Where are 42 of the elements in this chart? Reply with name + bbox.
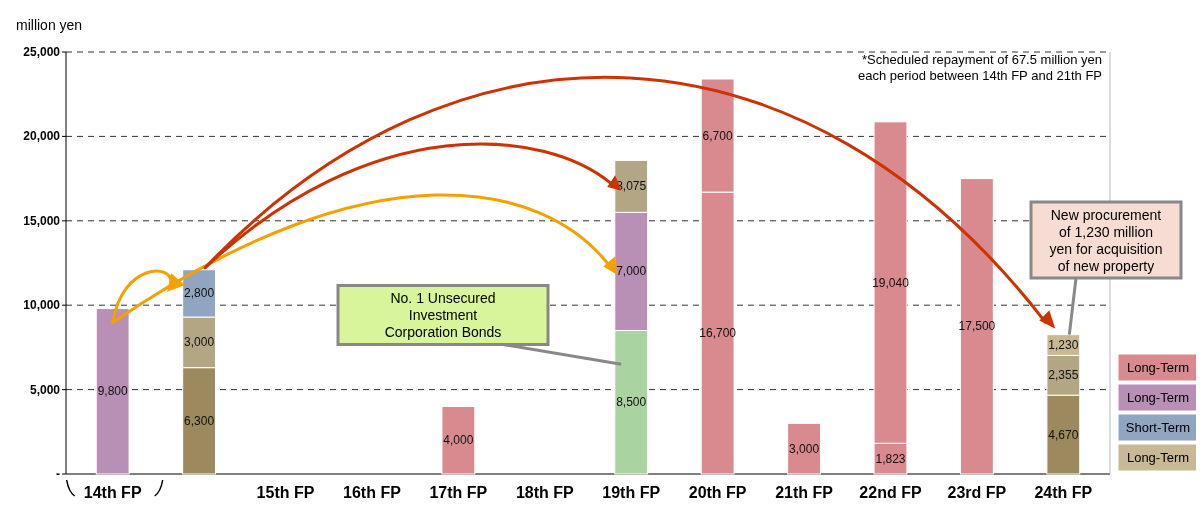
x-tick-label: 16th FP — [343, 484, 402, 501]
data-label: 7,000 — [616, 264, 647, 279]
data-label: 6,700 — [702, 128, 733, 143]
y-tick-label: 10,000 — [23, 298, 61, 313]
data-label: 1,230 — [1048, 338, 1079, 353]
y-axis-title: million yen — [16, 17, 83, 33]
data-label: 2,800 — [184, 286, 215, 301]
data-label: 3,000 — [184, 335, 215, 350]
text: Long-Term — [1126, 360, 1190, 375]
data-label: 8,500 — [616, 395, 647, 410]
data-label: 4,000 — [443, 433, 474, 448]
data-label: 6,300 — [184, 413, 215, 428]
x-tick-label: 15th FP — [256, 484, 315, 501]
text: Long-Term — [1126, 450, 1190, 465]
x-tick-label: 23rd FP — [947, 484, 1007, 501]
text: Long-Term — [1126, 390, 1190, 405]
y-tick-label: 25,000 — [23, 45, 61, 59]
data-label: 1,823 — [875, 451, 906, 466]
y-tick-label: 15,000 — [23, 213, 61, 228]
data-label: 3,000 — [789, 441, 820, 456]
text: Short-Term — [1125, 420, 1191, 435]
x-tick-label: 19th FP — [602, 484, 661, 501]
bar — [787, 422, 821, 475]
x-tick-label: 17th FP — [429, 484, 488, 501]
x-tick-label: 20th FP — [688, 484, 747, 501]
annotation: *Scheduled repayment of 67.5 million yen each period between 14th FP and 21th FP — [857, 52, 1102, 83]
x-tick-label: 22nd FP — [859, 484, 922, 501]
y-tick-label: 5,000 — [29, 382, 61, 397]
bar — [959, 178, 994, 475]
annotation: New procurement of 1,230 million yen for acquisition of new property — [1049, 206, 1163, 274]
data-label: 4,670 — [1048, 427, 1079, 442]
data-label: 2,355 — [1048, 368, 1079, 383]
y-tick-label: - — [56, 467, 60, 481]
x-tick-label: 21th FP — [775, 484, 834, 501]
x-tick-label: 14th FP — [83, 484, 142, 501]
bar — [95, 308, 130, 475]
data-label: 9,800 — [97, 384, 129, 399]
annotation: No. 1 Unsecured Investment Corporation Bonds — [384, 290, 502, 340]
x-tick-label: 24th FP — [1034, 484, 1093, 501]
x-tick-label: 18th FP — [515, 484, 575, 501]
bar — [441, 405, 476, 475]
y-tick-label: 20,000 — [23, 129, 61, 144]
